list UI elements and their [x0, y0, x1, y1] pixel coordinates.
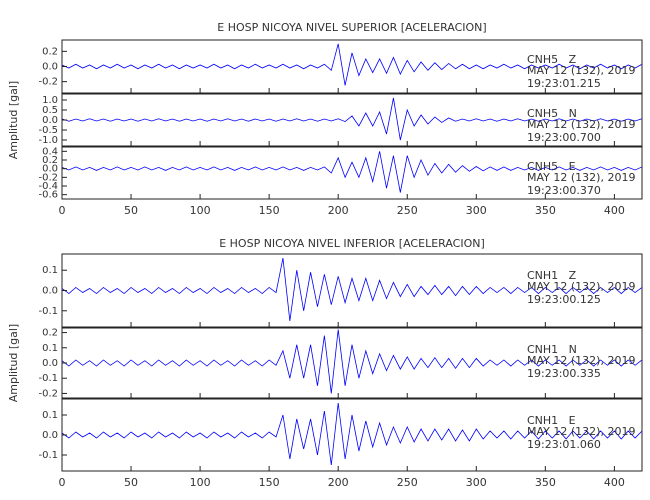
chart-title: E HOSP NICOYA NIVEL SUPERIOR [ACELERACIO…	[217, 21, 486, 34]
x-tick-label: 400	[604, 476, 625, 489]
x-tick-label: 100	[190, 204, 211, 217]
y-tick-label: -0.1	[38, 306, 58, 317]
y-axis-label: Amplitud [gal]	[7, 324, 20, 402]
y-tick-label: -0.5	[38, 125, 58, 136]
y-tick-label: 0.2	[42, 155, 58, 166]
x-tick-label: 50	[124, 476, 138, 489]
waveform	[61, 151, 643, 193]
y-tick-label: -0.6	[38, 190, 58, 201]
y-tick-label: 0.0	[42, 164, 58, 175]
station-label: CNH5 N	[527, 107, 577, 120]
x-tick-label: 0	[59, 476, 66, 489]
x-tick-label: 250	[397, 476, 418, 489]
x-tick-label: 150	[259, 476, 280, 489]
station-label: CNH1 N	[527, 343, 577, 356]
y-tick-label: -0.1	[38, 450, 58, 461]
y-tick-label: -0.2	[38, 388, 58, 399]
station-label: CNH5 E	[527, 160, 576, 173]
y-tick-label: 1.0	[42, 95, 58, 106]
y-tick-label: 0.1	[42, 343, 58, 354]
y-tick-label: 0.0	[42, 430, 58, 441]
x-tick-label: 150	[259, 204, 280, 217]
y-tick-label: 0.5	[42, 105, 58, 116]
x-tick-label: 200	[328, 476, 349, 489]
panel-frame	[61, 146, 643, 200]
y-tick-label: -1.0	[38, 135, 58, 146]
date-label: MAY 12 (132), 2019	[527, 64, 635, 77]
time-label: 19:23:00.335	[527, 367, 601, 380]
chart-title: E HOSP NICOYA NIVEL INFERIOR [ACELERACIO…	[219, 237, 485, 250]
y-tick-label: 0.1	[42, 265, 58, 276]
y-tick-label: -0.2	[38, 77, 58, 88]
y-tick-label: 0.0	[42, 286, 58, 297]
x-tick-label: 350	[535, 476, 556, 489]
y-tick-label: 0.0	[42, 62, 58, 73]
date-label: MAY 12 (132), 2019	[527, 171, 635, 184]
x-tick-label: 300	[466, 476, 487, 489]
waveform	[61, 43, 643, 86]
y-tick-label: -0.2	[38, 172, 58, 183]
date-label: MAY 12 (132), 2019	[527, 280, 635, 293]
y-tick-label: 0.0	[42, 115, 58, 126]
station-label: CNH1 E	[527, 414, 576, 427]
waveform	[61, 97, 643, 141]
station-label: CNH5 Z	[527, 53, 577, 66]
time-label: 19:23:01.060	[527, 438, 601, 451]
time-label: 19:23:00.700	[527, 131, 601, 144]
y-tick-label: 0.2	[42, 328, 58, 339]
y-tick-label: 0.2	[42, 46, 58, 57]
time-label: 19:23:00.370	[527, 184, 601, 197]
y-tick-label: 0.0	[42, 358, 58, 369]
y-axis-label: Amplitud [gal]	[7, 81, 20, 159]
waveform	[61, 257, 643, 321]
station-label: CNH1 Z	[527, 269, 577, 282]
date-label: MAY 12 (132), 2019	[527, 354, 635, 367]
x-tick-label: 100	[190, 476, 211, 489]
waveform	[61, 402, 643, 466]
x-tick-label: 250	[397, 204, 418, 217]
y-tick-label: -0.1	[38, 373, 58, 384]
y-tick-label: 0.1	[42, 410, 58, 421]
x-tick-label: 350	[535, 204, 556, 217]
x-tick-label: 400	[604, 204, 625, 217]
x-tick-label: 0	[59, 204, 66, 217]
y-tick-label: -0.4	[38, 181, 58, 192]
date-label: MAY 12 (132), 2019	[527, 425, 635, 438]
time-label: 19:23:01.215	[527, 77, 601, 90]
x-tick-label: 50	[124, 204, 138, 217]
date-label: MAY 12 (132), 2019	[527, 118, 635, 131]
waveform	[61, 329, 643, 394]
x-tick-label: 300	[466, 204, 487, 217]
y-tick-label: 0.4	[42, 146, 58, 157]
x-tick-label: 200	[328, 204, 349, 217]
time-label: 19:23:00.125	[527, 293, 601, 306]
